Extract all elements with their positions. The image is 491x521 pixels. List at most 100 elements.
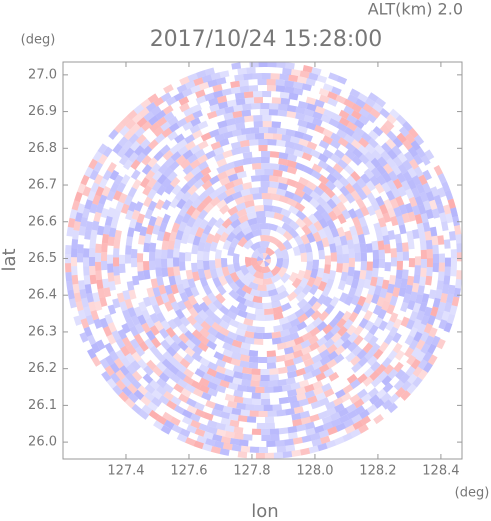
echo-cell [162,350,174,362]
echo-cell [231,407,242,416]
echo-cell [355,98,366,109]
echo-cell [215,384,227,394]
echo-cell [231,129,242,137]
echo-cell [259,223,269,230]
echo-cell [88,301,97,312]
echo-cell [375,231,384,242]
echo-cell [372,125,384,137]
echo-cell [268,288,279,297]
echo-cell [364,293,374,305]
echo-cell [303,358,315,368]
echo-cell [292,343,303,353]
echo-cell [201,74,213,83]
echo-cell [330,139,341,150]
echo-cell [191,352,203,363]
echo-cell [356,177,367,189]
echo-cell [147,139,159,150]
echo-cell [352,420,364,430]
echo-cell [243,91,254,99]
echo-cell [346,114,358,125]
echo-cell [269,163,280,171]
echo-cell [126,364,137,375]
echo-cell [316,294,327,305]
echo-cell [358,317,369,329]
echo-cell [102,169,113,181]
echo-cell [404,334,415,346]
echo-cell [246,324,257,333]
echo-cell [198,363,210,374]
echo-cell [224,424,235,433]
echo-cell [341,338,352,350]
echo-cell [243,292,255,302]
echo-cell [234,74,244,82]
echo-cell [335,94,347,105]
echo-cell [377,370,388,382]
echo-cell [239,79,249,87]
echo-cell [92,194,101,206]
echo-cell [190,419,201,429]
echo-cell [215,422,226,431]
echo-cell [379,108,391,119]
echo-cell [131,248,138,259]
echo-cell [420,212,429,224]
echo-cell [275,240,287,252]
echo-cell [270,193,281,201]
echo-cell [229,281,240,293]
echo-cell [365,243,373,253]
echo-cell [412,229,420,239]
echo-cell [290,69,301,77]
echo-cell [121,386,133,397]
echo-cell [381,182,392,193]
echo-cell [339,185,350,197]
echo-cell [384,292,393,303]
echo-cell [406,275,415,286]
echo-cell [141,120,152,132]
echo-cell [257,256,264,262]
echo-cell [207,381,218,391]
echo-cell [321,415,333,425]
echo-cell [114,122,125,134]
echo-cell [418,276,427,287]
echo-cell [382,234,390,245]
echo-cell [365,160,376,172]
echo-cell [287,395,298,403]
echo-cell [301,152,313,162]
echo-cell [179,261,186,271]
echo-cell [159,144,171,155]
echo-cell [366,261,373,271]
echo-cell [153,150,165,162]
echo-cell [181,88,193,98]
echo-cell [254,404,264,411]
echo-cell [401,242,409,252]
echo-cell [278,158,289,166]
echo-cell [322,323,334,335]
echo-cell [346,121,358,132]
echo-cell [109,169,120,181]
echo-cell [275,284,287,295]
echo-cell [314,124,325,134]
echo-cell [229,419,240,428]
echo-cell [149,312,160,324]
echo-cell [364,151,376,162]
echo-cell [265,416,275,423]
echo-cell [219,411,231,420]
echo-cell [349,88,361,98]
echo-cell [418,174,428,186]
echo-cell [418,231,426,242]
echo-cell [178,221,188,232]
echo-cell [369,108,381,119]
echo-cell [321,237,330,248]
echo-cell [397,186,407,197]
echo-cell [141,322,151,334]
echo-cell [270,434,280,441]
echo-cell [358,424,369,434]
echo-cell [334,388,346,399]
echo-cell [360,173,371,184]
echo-cell [128,218,138,229]
echo-cell [347,332,359,344]
echo-cell [66,280,74,291]
echo-cell [102,146,113,158]
echo-cell [186,216,196,228]
echo-cell [242,151,253,160]
echo-cell [419,331,430,343]
